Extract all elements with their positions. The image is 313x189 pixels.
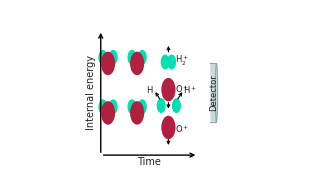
Ellipse shape <box>101 52 115 75</box>
Ellipse shape <box>161 116 176 139</box>
Ellipse shape <box>167 54 176 70</box>
FancyBboxPatch shape <box>210 64 217 122</box>
Ellipse shape <box>130 52 144 75</box>
Ellipse shape <box>109 50 118 65</box>
Ellipse shape <box>138 99 147 114</box>
Ellipse shape <box>172 98 181 113</box>
Ellipse shape <box>215 64 218 122</box>
Ellipse shape <box>161 54 170 70</box>
Text: Detector: Detector <box>209 74 218 111</box>
Ellipse shape <box>161 78 176 101</box>
Ellipse shape <box>214 64 217 122</box>
Ellipse shape <box>156 98 166 113</box>
Ellipse shape <box>130 101 144 125</box>
Ellipse shape <box>98 99 107 114</box>
Text: O$^+$: O$^+$ <box>175 84 189 95</box>
Ellipse shape <box>109 99 118 114</box>
Ellipse shape <box>101 101 115 125</box>
Text: O$^+$: O$^+$ <box>175 124 189 136</box>
Ellipse shape <box>127 99 136 114</box>
Ellipse shape <box>138 50 147 65</box>
Text: H$^+$: H$^+$ <box>183 84 197 96</box>
Ellipse shape <box>98 50 107 65</box>
Text: Internal energy: Internal energy <box>86 55 96 130</box>
Text: Time: Time <box>137 157 161 167</box>
Text: H$_2^+$: H$_2^+$ <box>175 54 189 68</box>
Text: H: H <box>146 86 152 95</box>
Ellipse shape <box>127 50 136 65</box>
